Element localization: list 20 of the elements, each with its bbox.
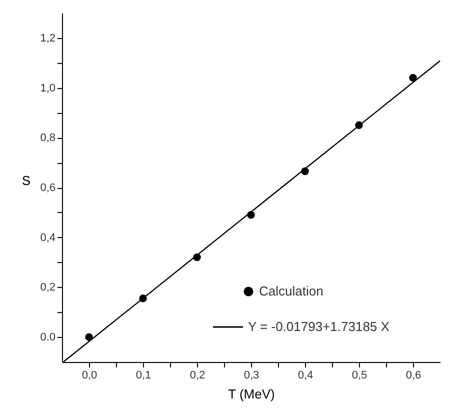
- x-tick-label: 0,4: [298, 370, 314, 382]
- x-tick-label: 0,2: [190, 370, 206, 382]
- y-tick-label: 1,0: [40, 82, 56, 94]
- x-tick-label: 0,0: [82, 370, 98, 382]
- x-axis-title: T (MeV): [228, 386, 275, 402]
- x-tick-label: 0,3: [244, 370, 260, 382]
- y-tick-label: 0,2: [40, 282, 56, 294]
- y-axis-title: S: [22, 173, 31, 188]
- legend-label: Calculation: [259, 284, 324, 298]
- legend-label: Y = -0.01793+1.73185 X: [248, 319, 390, 334]
- y-tick-label: 1,2: [40, 32, 56, 44]
- y-tick-label: 0,8: [40, 132, 56, 144]
- x-tick-label: 0,5: [352, 370, 368, 382]
- point: [85, 333, 93, 341]
- x-tick-label: 0,1: [136, 370, 152, 382]
- y-tick-label: 0.0: [40, 332, 56, 344]
- y-tick-label: 0,4: [40, 232, 56, 244]
- point: [409, 74, 417, 82]
- x-tick-label: 0,6: [406, 370, 422, 382]
- y-tick-label: 0,6: [40, 182, 56, 194]
